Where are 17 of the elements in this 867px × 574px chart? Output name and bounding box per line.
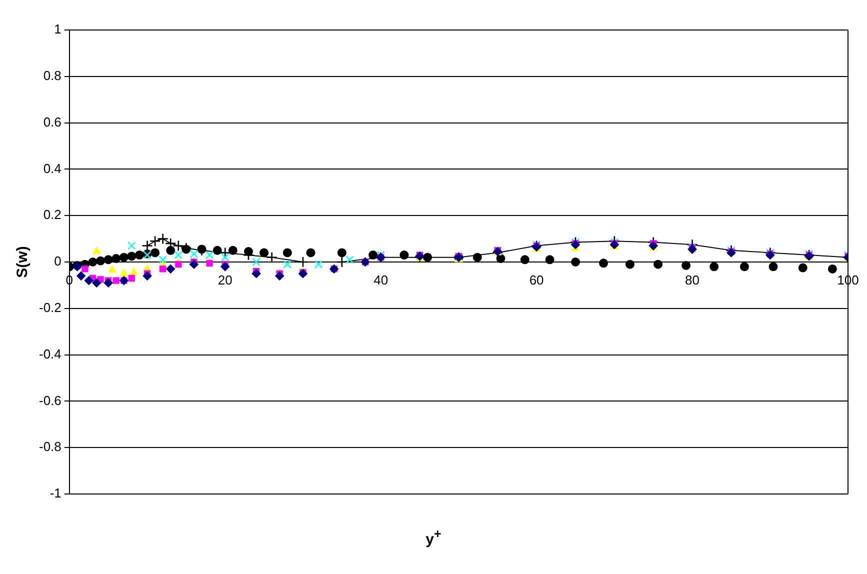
y-tick-label: 0 (54, 254, 62, 269)
y-tick-label: -0.4 (38, 346, 62, 362)
y-tick-label: -1 (50, 486, 62, 501)
y-tick-label: -0.6 (38, 392, 62, 408)
x-tick-label: 80 (685, 272, 700, 288)
y-tick-label: 0.8 (43, 68, 62, 83)
x-tick-label: 20 (218, 272, 232, 288)
y-tick-label: -0.2 (38, 300, 62, 315)
y-tick-label: 1 (54, 22, 62, 37)
y-tick-label: 0.4 (43, 160, 62, 176)
x-tick-label: 60 (529, 272, 544, 288)
y-tick-label: -0.8 (38, 439, 62, 454)
x-tick-label: 40 (374, 272, 388, 288)
y-axis-title: S(w) (14, 246, 32, 278)
x-axis-title: y$^{+}$ (424, 527, 442, 548)
y-tick-label: 0.2 (43, 207, 62, 222)
y-tick-label: 0.6 (43, 114, 62, 130)
